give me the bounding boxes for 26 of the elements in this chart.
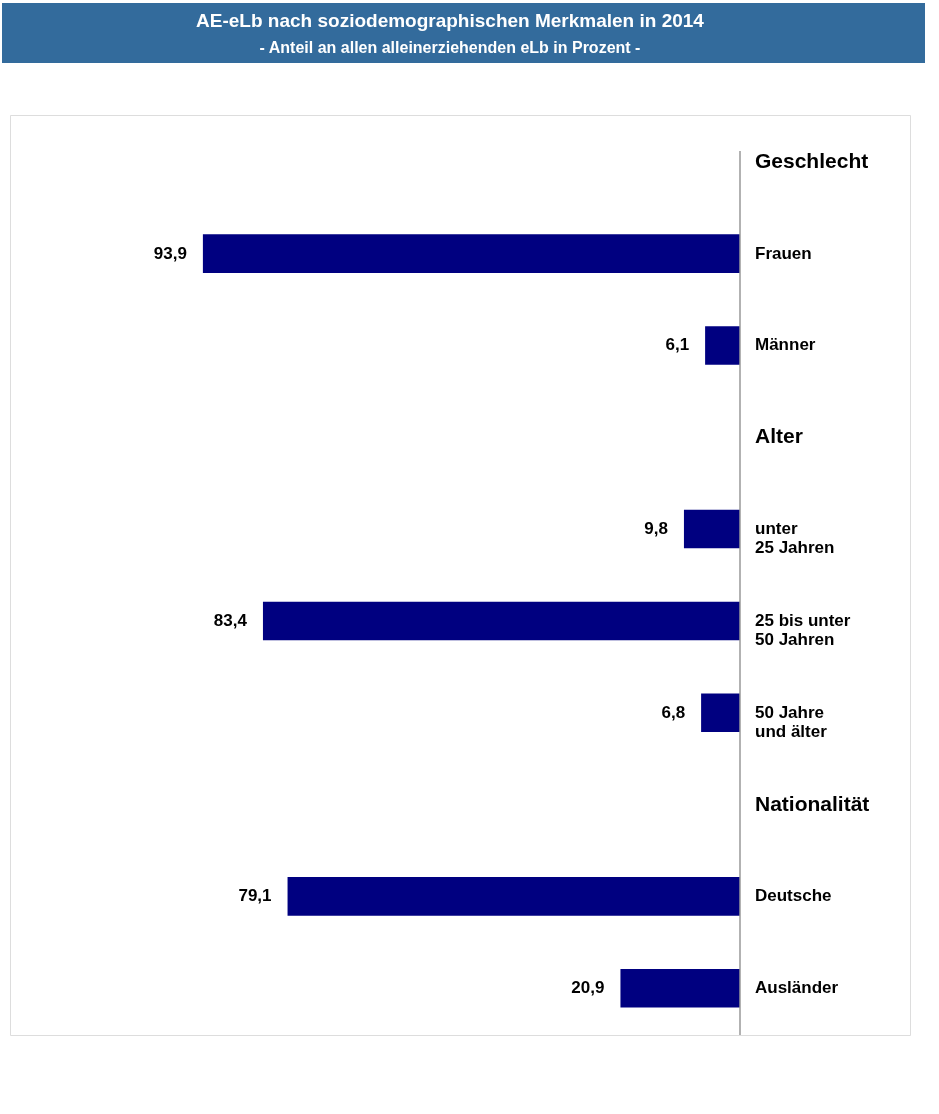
data-label: 93,9 — [153, 243, 187, 263]
bar — [705, 326, 740, 365]
data-label: 79,1 — [238, 886, 272, 906]
bar — [287, 877, 740, 916]
y-tick-label: Geschlecht — [755, 148, 869, 172]
bar — [202, 234, 740, 273]
data-label: 6,1 — [665, 335, 690, 355]
data-label: 6,8 — [661, 702, 686, 722]
chart-subtitle: - Anteil an allen alleinerziehenden eLb in Prozent - — [259, 39, 641, 56]
data-label: 9,8 — [644, 519, 668, 539]
bar — [262, 601, 740, 641]
y-tick-label: Frauen — [755, 243, 812, 263]
y-tick-label: 25 bis unter 50 Jahren — [755, 610, 851, 649]
chart-title: AE-eLb nach soziodemographischen Merkmalen in 2014 — [196, 10, 705, 31]
bar — [701, 693, 740, 733]
y-tick-label: Nationalität — [755, 791, 870, 815]
y-tick-label: unter 25 Jahren — [755, 519, 835, 558]
y-tick-label: 50 Jahre und älter — [755, 702, 828, 741]
data-label: 83,4 — [213, 610, 248, 630]
data-label: 20,9 — [571, 978, 605, 998]
y-tick-label: Alter — [755, 424, 803, 448]
y-tick-label: Ausländer — [755, 978, 839, 998]
y-tick-label: Deutsche — [755, 886, 832, 906]
bar — [620, 968, 740, 1008]
bar — [683, 509, 740, 549]
y-tick-label: Männer — [755, 335, 816, 355]
